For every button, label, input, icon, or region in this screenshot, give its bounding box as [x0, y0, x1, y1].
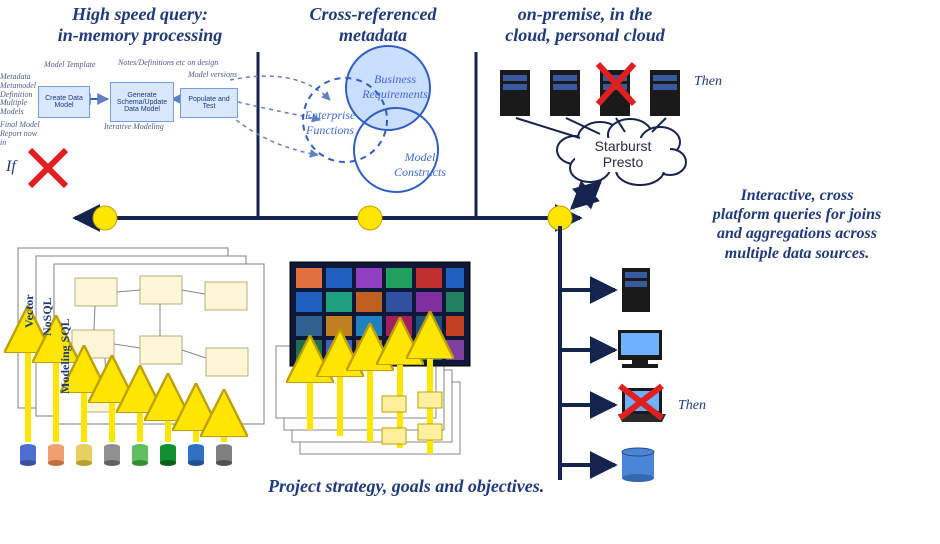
- flow-top2: Notes/Definitions etc on design: [118, 58, 228, 67]
- if-label: If: [6, 158, 16, 176]
- tab-vector: Vector: [20, 252, 39, 334]
- venn-label-a: Business Requirements: [360, 72, 430, 102]
- flow-top3: Model versions: [188, 70, 248, 79]
- flow-box-3: Populate and Test: [180, 88, 238, 118]
- flow-left2: Multiple Models: [0, 98, 38, 116]
- then-bottom: Then: [678, 398, 706, 414]
- tab-nosql: NoSQL: [38, 260, 57, 342]
- tab-sql: Modeling SQL: [56, 268, 75, 400]
- flow-box-1: Create Data Model: [38, 86, 90, 118]
- flow-left3: Final Model Report now in: [0, 120, 42, 147]
- then-top: Then: [694, 74, 722, 90]
- flow-left1: Metadata Metamodel Definition: [0, 72, 40, 99]
- flow-bottom: Iterative Modeling: [104, 122, 184, 131]
- flow-top1: Model Template: [44, 60, 104, 69]
- caption: Project strategy, goals and objectives.: [268, 476, 544, 497]
- flow-box-2: Generate Schema/Update Data Model: [110, 82, 174, 122]
- cloud-label: StarburstPresto: [578, 138, 668, 170]
- venn-label-b: Enterprise Functions: [298, 108, 362, 138]
- interactive-text: Interactive, cross platform queries for …: [672, 186, 922, 263]
- venn-label-c: Model Constructs: [388, 150, 452, 180]
